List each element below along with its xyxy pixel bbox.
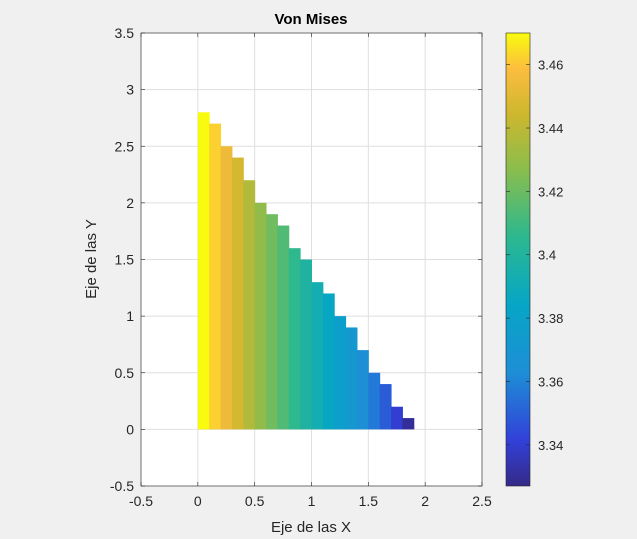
- heatmap-cell: [220, 146, 233, 430]
- colorbar-ticks: 3.34 3.36 3.38 3.4 3.42 3.44 3.46: [506, 58, 563, 453]
- y-tick-label: 3: [126, 82, 134, 98]
- colorbar-tick-label: 3.46: [538, 58, 563, 73]
- y-axis: -0.5 0 0.5 1 1.5 2 2.5 3 3.5: [110, 25, 482, 494]
- heatmap-cell: [243, 180, 256, 430]
- x-tick-label: 1.5: [359, 493, 379, 509]
- heatmap-cell: [391, 406, 403, 430]
- chart-title: Von Mises: [274, 11, 347, 28]
- colorbar-tick-label: 3.38: [538, 311, 563, 326]
- x-axis-label: Eje de las X: [271, 519, 351, 536]
- heatmap-cell: [402, 418, 415, 430]
- y-tick-label: -0.5: [110, 478, 134, 494]
- heatmap-cell: [322, 293, 335, 430]
- heatmap-cell: [254, 202, 267, 430]
- y-axis-label: Eje de las Y: [83, 219, 100, 299]
- x-tick-label: 1: [308, 493, 316, 509]
- heatmap-cell: [334, 316, 347, 430]
- heatmap-cell: [379, 384, 392, 430]
- heatmap-cell: [266, 214, 278, 430]
- x-tick-label: 2.5: [472, 493, 492, 509]
- x-tick-label: 0.5: [245, 493, 265, 509]
- heatmap-cell: [356, 350, 369, 430]
- heatmap-cell: [288, 248, 301, 430]
- colorbar-tick-label: 3.44: [538, 121, 563, 136]
- colorbar-tick-label: 3.36: [538, 374, 563, 389]
- y-tick-label: 2.5: [115, 138, 135, 154]
- heatmap-cells: [197, 112, 415, 430]
- x-tick-label: -0.5: [129, 493, 153, 509]
- heatmap-cell: [300, 259, 312, 430]
- x-axis: -0.5 0 0.5 1 1.5 2 2.5: [129, 33, 492, 509]
- colorbar-tick-label: 3.42: [538, 184, 563, 199]
- colorbar-tick-label: 3.34: [538, 438, 563, 453]
- y-tick-label: 1: [126, 308, 134, 324]
- colorbar: [505, 32, 531, 487]
- y-tick-label: 3.5: [115, 25, 135, 41]
- heatmap-cell: [311, 282, 324, 430]
- x-tick-label: 0: [194, 493, 202, 509]
- colorbar-tick-label: 3.4: [538, 248, 556, 263]
- y-tick-label: 1.5: [115, 252, 135, 268]
- y-tick-label: 0.5: [115, 365, 135, 381]
- y-tick-label: 2: [126, 195, 134, 211]
- heatmap-cell: [231, 157, 244, 430]
- y-tick-label: 0: [126, 421, 134, 437]
- heatmap-cell: [277, 225, 290, 430]
- heatmap-cell: [345, 327, 358, 430]
- heatmap-cell: [197, 112, 210, 430]
- heatmap-cell: [209, 123, 222, 430]
- heatmap-cell: [368, 372, 381, 430]
- x-tick-label: 2: [421, 493, 429, 509]
